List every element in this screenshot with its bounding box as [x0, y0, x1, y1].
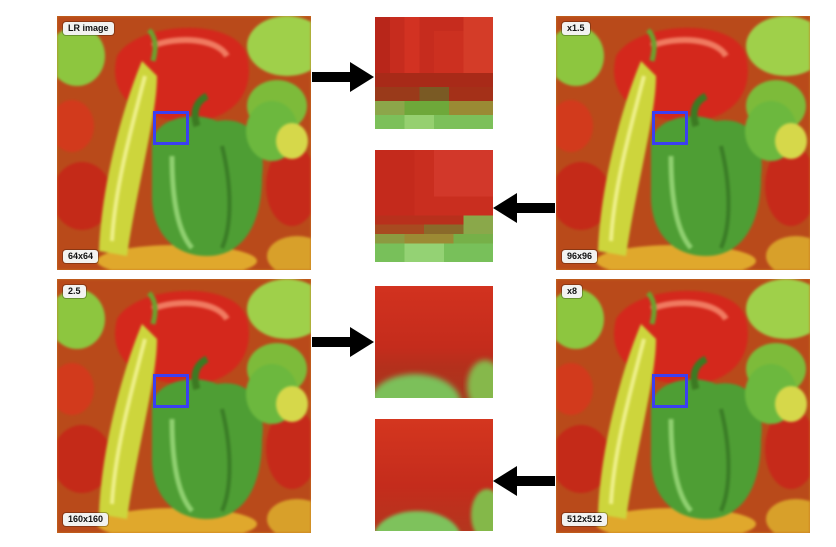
- zoom-crop-x2-5: [375, 286, 493, 398]
- panel-lr-image: LR image 64x64: [57, 16, 311, 270]
- panel-bottom-label: 96x96: [562, 250, 598, 263]
- panel-bottom-label: 512x512: [562, 513, 608, 526]
- panel-x8: x8 512x512: [556, 279, 810, 533]
- panel-top-label: x8: [562, 285, 583, 298]
- roi-box: [652, 111, 688, 145]
- roi-box: [153, 374, 189, 408]
- arrow-left-icon: [493, 466, 555, 496]
- panel-bottom-label: 64x64: [63, 250, 99, 263]
- arrow-right-icon: [312, 327, 374, 357]
- panel-x2-5: 2.5 160x160: [57, 279, 311, 533]
- zoom-crop-x1-5: [375, 150, 493, 262]
- zoom-crop-x8: [375, 419, 493, 531]
- zoom-crop-lr: [375, 17, 493, 129]
- roi-box: [652, 374, 688, 408]
- arrow-left-icon: [493, 193, 555, 223]
- panel-x1-5: x1.5 96x96: [556, 16, 810, 270]
- arrow-right-icon: [312, 62, 374, 92]
- panel-top-label: LR image: [63, 22, 114, 35]
- roi-box: [153, 111, 189, 145]
- panel-top-label: x1.5: [562, 22, 590, 35]
- panel-top-label: 2.5: [63, 285, 86, 298]
- panel-bottom-label: 160x160: [63, 513, 109, 526]
